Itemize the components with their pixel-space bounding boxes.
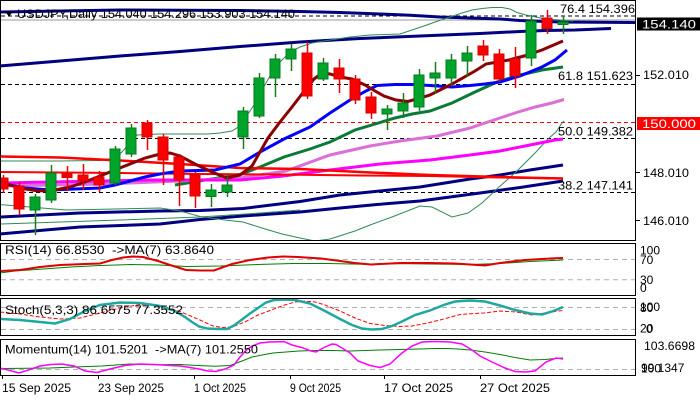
svg-text:0: 0 <box>646 322 653 336</box>
svg-text:Stoch(5,3,3) 86.6575 77.3552: Stoch(5,3,3) 86.6575 77.3552 <box>5 303 183 317</box>
svg-text:0: 0 <box>640 281 647 295</box>
svg-text:1 Oct 2025: 1 Oct 2025 <box>194 381 246 395</box>
svg-text:76.4 154.396: 76.4 154.396 <box>560 2 635 16</box>
svg-text:100: 100 <box>641 362 661 376</box>
svg-text:USDJPY,Daily 154.040 154.296 1: USDJPY,Daily 154.040 154.296 153.903 154… <box>17 7 295 21</box>
svg-text:20: 20 <box>640 322 654 336</box>
svg-text:15 Sep 2025: 15 Sep 2025 <box>2 381 71 395</box>
svg-text:146.010: 146.010 <box>643 214 689 228</box>
svg-text:RSI(14) 66.8530 ->MA(7) 63.86: RSI(14) 66.8530 ->MA(7) 63.8640 <box>5 243 214 257</box>
svg-text:50.0 149.382: 50.0 149.382 <box>558 125 633 139</box>
svg-text:27 Oct 2025: 27 Oct 2025 <box>480 381 550 395</box>
svg-text:30: 30 <box>640 273 654 287</box>
svg-text:152.010: 152.010 <box>643 68 689 82</box>
svg-text:154.140: 154.140 <box>642 18 696 32</box>
svg-text:100: 100 <box>640 244 660 258</box>
svg-text:103.6698: 103.6698 <box>644 339 695 353</box>
svg-text:17 Oct 2025: 17 Oct 2025 <box>384 381 453 395</box>
svg-text:148.010: 148.010 <box>643 166 689 180</box>
svg-text:61.8 151.623: 61.8 151.623 <box>558 69 633 83</box>
svg-text:99.1347: 99.1347 <box>641 361 685 375</box>
svg-text:Momentum(14) 101.5201 ->MA(7): Momentum(14) 101.5201 ->MA(7) 101.2550 <box>5 343 258 357</box>
svg-text:70: 70 <box>640 253 654 267</box>
svg-text:38.2 147.141: 38.2 147.141 <box>558 179 633 193</box>
svg-text:150.000: 150.000 <box>642 117 696 131</box>
svg-text:23 Sep 2025: 23 Sep 2025 <box>98 381 164 395</box>
svg-text:80: 80 <box>640 301 654 315</box>
svg-text:9 Oct 2025: 9 Oct 2025 <box>290 381 341 395</box>
svg-text:100: 100 <box>640 300 660 314</box>
